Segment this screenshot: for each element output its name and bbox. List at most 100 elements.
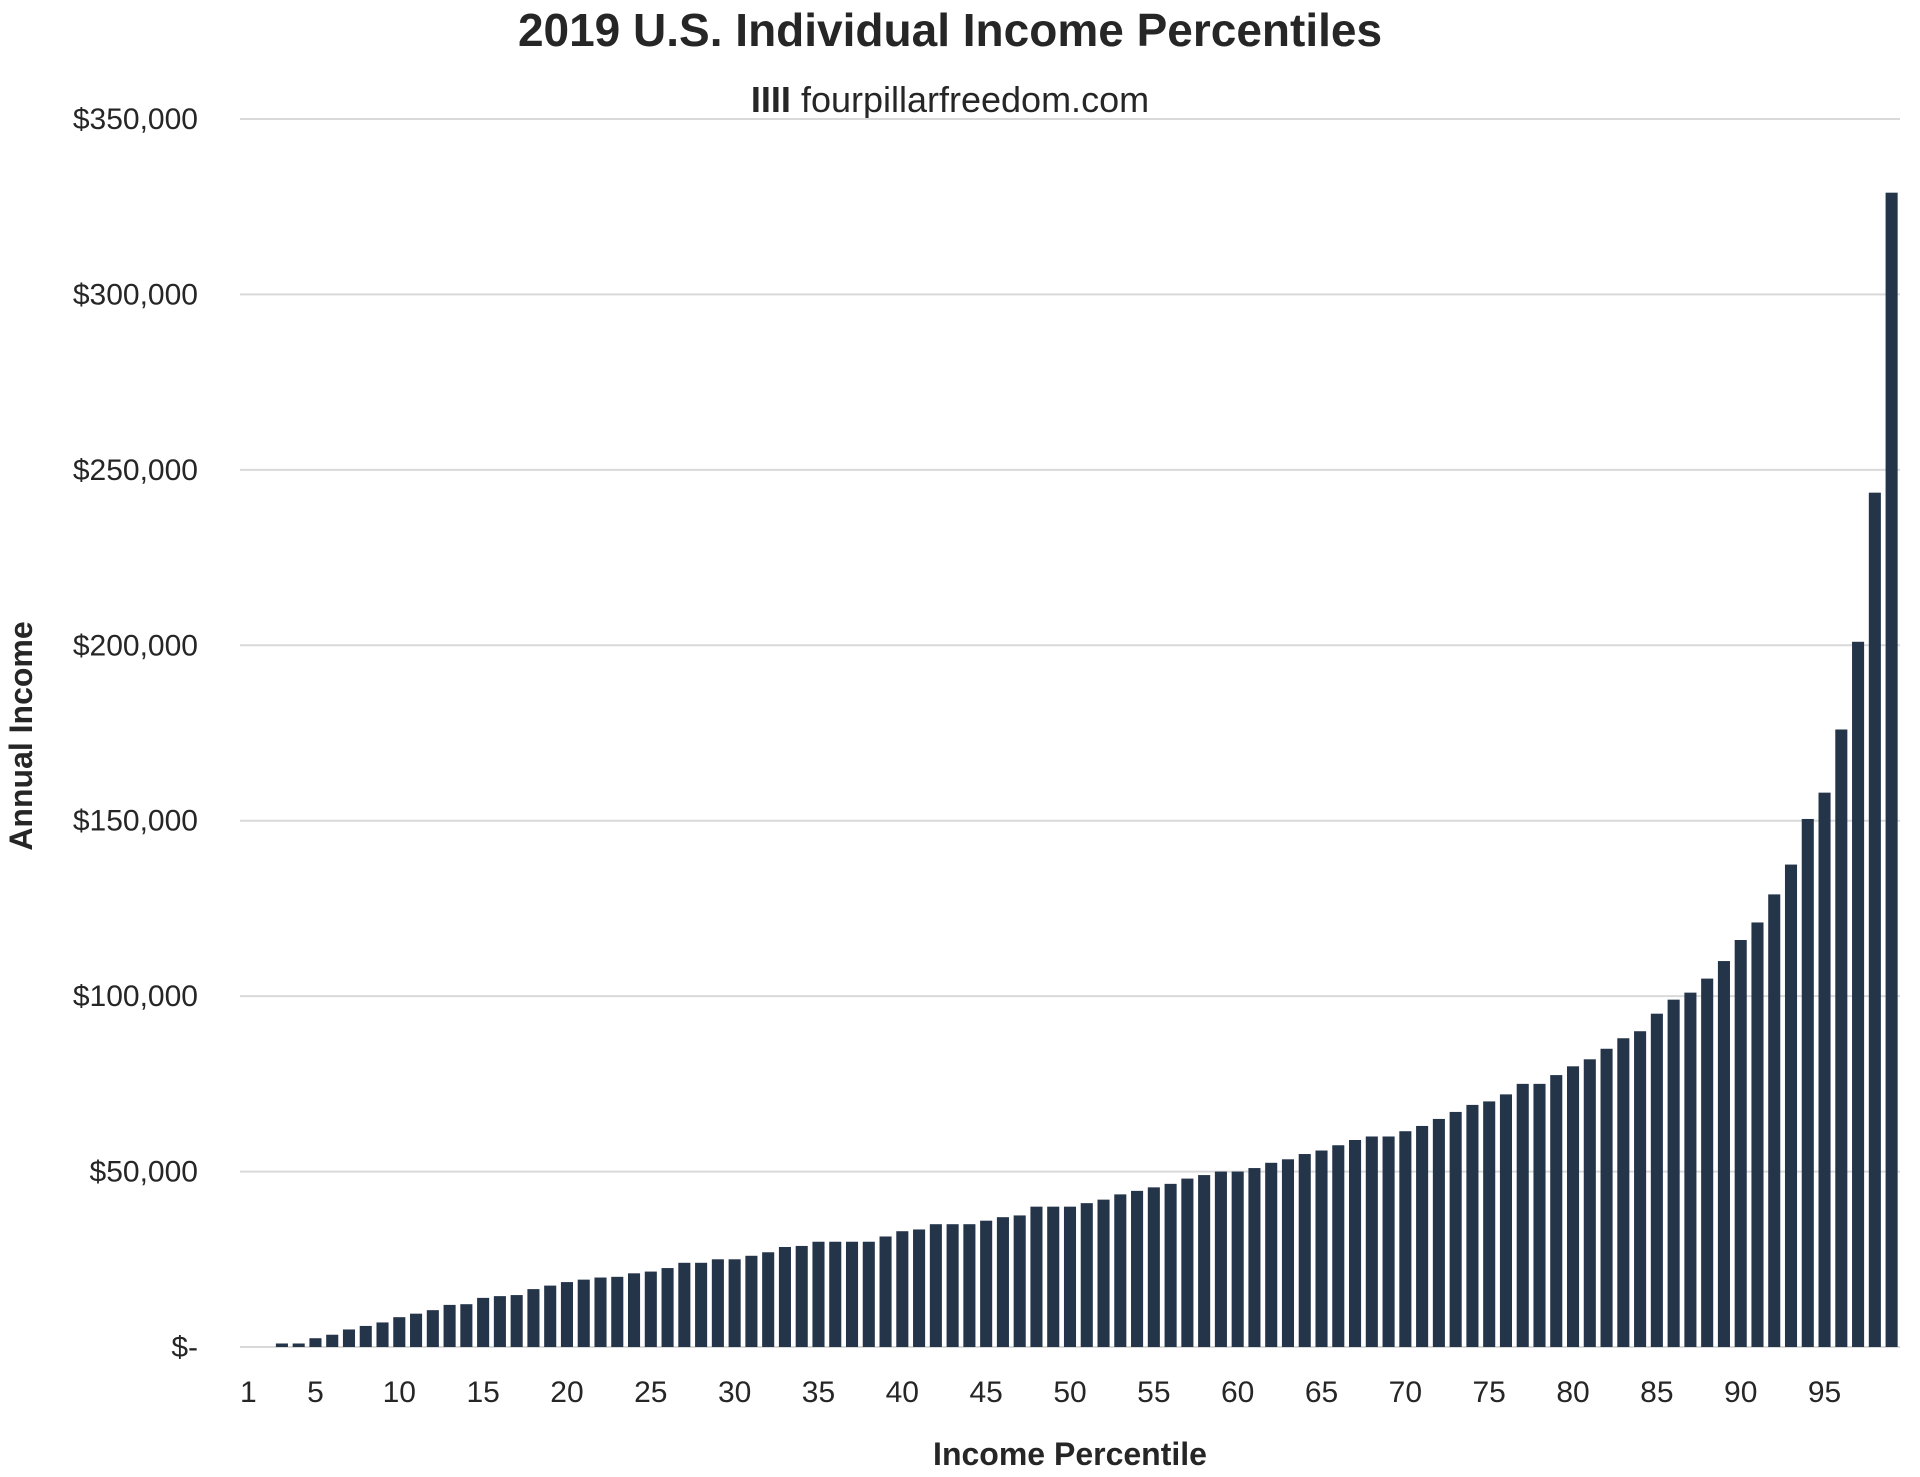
x-tick-label: 5 [307,1376,324,1409]
x-tick-label: 30 [718,1376,751,1409]
bar-percentile-26 [661,1268,674,1347]
bar-percentile-10 [393,1317,406,1347]
bars [275,192,1898,1348]
bar-percentile-94 [1801,818,1814,1347]
bar-percentile-92 [1768,894,1781,1347]
bar-percentile-89 [1717,961,1730,1347]
bar-percentile-69 [1382,1136,1395,1347]
x-tick-label: 40 [886,1376,919,1409]
bar-percentile-25 [644,1271,657,1347]
bar-percentile-16 [493,1296,506,1347]
bar-percentile-75 [1483,1101,1496,1347]
bar-percentile-50 [1063,1206,1077,1347]
bar-percentile-13 [443,1304,456,1347]
bar-percentile-45 [980,1220,993,1347]
bar-percentile-35 [812,1241,825,1347]
bar-percentile-76 [1499,1094,1512,1347]
x-tick-label: 65 [1305,1376,1338,1409]
bar-percentile-20 [560,1282,573,1347]
bar-percentile-65 [1315,1150,1328,1347]
bar-percentile-63 [1281,1159,1295,1347]
bar-percentile-27 [678,1262,691,1347]
bar-percentile-41 [913,1229,926,1347]
bar-percentile-5 [309,1338,322,1347]
bar-percentile-54 [1131,1190,1144,1347]
x-tick-label: 75 [1473,1376,1506,1409]
bar-percentile-9 [376,1322,389,1347]
bar-percentile-12 [426,1310,439,1347]
bar-percentile-98 [1868,492,1881,1347]
bar-percentile-60 [1231,1171,1244,1347]
bar-percentile-33 [778,1247,791,1347]
bar-percentile-83 [1617,1038,1630,1347]
bar-percentile-82 [1600,1048,1613,1347]
bar-percentile-96 [1835,729,1848,1347]
bar-percentile-32 [762,1252,775,1347]
bar-percentile-66 [1332,1145,1345,1347]
bar-percentile-59 [1214,1171,1227,1347]
bar-percentile-97 [1852,641,1865,1347]
x-tick-label: 50 [1053,1376,1086,1409]
bar-percentile-46 [996,1217,1009,1347]
bar-percentile-11 [410,1313,423,1347]
bar-percentile-73 [1449,1111,1462,1347]
bar-percentile-30 [728,1259,741,1347]
y-tick-label: $200,000 [73,629,198,662]
bar-percentile-77 [1516,1083,1529,1347]
y-tick-label: $150,000 [73,805,198,838]
y-axis-title: Annual Income [3,621,39,850]
bar-percentile-81 [1583,1059,1596,1347]
y-axis-tick-labels: $- $50,000 $100,000 $150,000 $200,000 $250,00… [73,103,198,1364]
bar-percentile-53 [1114,1194,1127,1347]
subtitle-site: fourpillarfreedom.com [801,79,1149,120]
bar-percentile-86 [1667,999,1680,1347]
chart-subtitle: IIII fourpillarfreedom.com [751,79,1149,120]
x-tick-label: 90 [1724,1376,1757,1409]
bar-percentile-49 [1047,1206,1060,1347]
bar-percentile-52 [1097,1199,1110,1347]
y-tick-label: $300,000 [73,278,198,311]
x-tick-label: 55 [1137,1376,1170,1409]
y-tick-label: $350,000 [73,103,198,136]
bar-percentile-67 [1349,1139,1362,1347]
bar-percentile-62 [1265,1162,1278,1347]
bar-percentile-22 [594,1277,607,1347]
bar-percentile-6 [326,1334,339,1347]
bar-percentile-3 [275,1343,288,1347]
bar-percentile-17 [510,1295,523,1347]
bar-percentile-57 [1181,1178,1194,1347]
bar-percentile-91 [1751,922,1764,1347]
bar-percentile-21 [577,1279,590,1347]
bar-percentile-42 [929,1224,942,1347]
bar-percentile-55 [1147,1187,1160,1347]
bar-percentile-19 [544,1285,557,1347]
y-tick-label: $- [171,1331,198,1364]
bar-percentile-68 [1365,1136,1378,1347]
bar-percentile-18 [527,1289,540,1347]
bar-percentile-37 [845,1241,859,1347]
y-tick-label: $100,000 [73,980,198,1013]
bar-percentile-47 [1013,1215,1026,1347]
bar-percentile-4 [292,1343,305,1347]
bar-percentile-79 [1550,1075,1563,1347]
bar-percentile-51 [1080,1203,1093,1347]
bar-percentile-74 [1466,1104,1479,1347]
x-tick-label: 70 [1389,1376,1422,1409]
bar-percentile-43 [946,1224,959,1347]
bar-percentile-93 [1784,864,1798,1347]
x-tick-label: 60 [1221,1376,1254,1409]
bar-percentile-56 [1164,1183,1177,1347]
bar-percentile-90 [1734,940,1747,1347]
x-tick-label: 45 [969,1376,1002,1409]
bar-percentile-70 [1399,1131,1412,1347]
bar-percentile-7 [342,1329,356,1347]
x-tick-label: 10 [383,1376,416,1409]
bar-percentile-58 [1198,1175,1211,1347]
bar-percentile-24 [628,1273,641,1347]
bar-percentile-61 [1248,1168,1261,1347]
y-tick-label: $250,000 [73,454,198,487]
bar-percentile-44 [963,1224,976,1347]
bar-percentile-87 [1684,992,1697,1347]
bar-percentile-38 [862,1241,875,1347]
bar-percentile-84 [1634,1031,1647,1347]
